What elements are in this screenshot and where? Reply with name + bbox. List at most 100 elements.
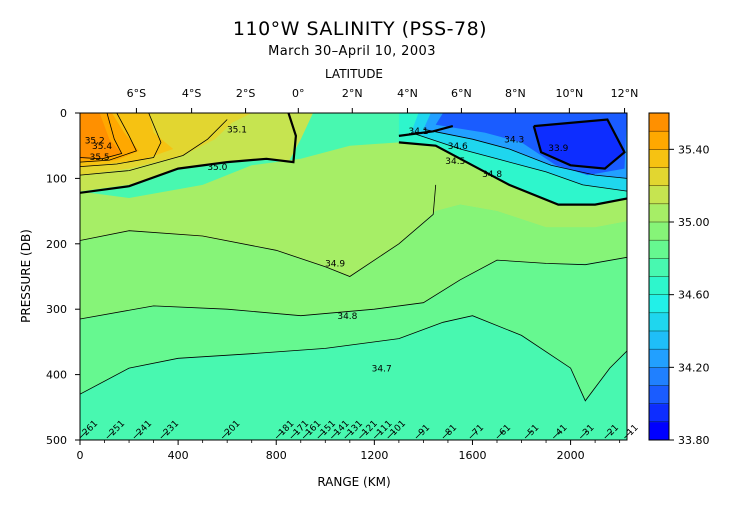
plot-frame <box>79 112 628 441</box>
contour-labels: 35.535.435.2 35.1 35.0 34.9 34.8 34.7 34.1 34.6… <box>85 126 569 375</box>
station-tick <box>106 430 115 439</box>
station-label: 11 <box>626 423 641 438</box>
latitude-tick-label: 12°N <box>611 87 639 100</box>
x-tick-label: 1600 <box>458 449 486 462</box>
colorbar-tick-label: 35.40 <box>678 143 710 156</box>
contour-label: 34.6 <box>448 142 468 152</box>
station-tick <box>133 430 142 439</box>
chart-subtitle: March 30–April 10, 2003 <box>268 44 436 59</box>
colorbar: 35.40 35.00 34.60 34.20 33.80 <box>648 112 710 447</box>
contour-label: 35.0 <box>207 163 227 173</box>
x-tick-label: 800 <box>266 449 287 462</box>
colorbar-swatch <box>649 240 669 259</box>
station-tick <box>553 430 561 439</box>
contour-line-34-8 <box>80 315 627 402</box>
contour-line-35-3 <box>80 113 162 167</box>
contour-line-35-1 <box>80 113 298 194</box>
x-tick-label: 0 <box>77 449 84 462</box>
colorbar-frame <box>648 112 670 441</box>
colorbar-swatch <box>649 349 669 368</box>
contour-label: 34.7 <box>372 364 392 374</box>
latitude-tick-label: 4°S <box>182 87 201 100</box>
contour-line-35-2 <box>80 119 228 176</box>
station-tick <box>604 430 613 439</box>
colorbar-tick-label: 33.80 <box>678 434 710 447</box>
latitude-tick-label: 0° <box>292 87 305 100</box>
colorbar-tick-label: 35.00 <box>678 216 710 229</box>
station-tick <box>79 430 88 439</box>
station-tick <box>160 430 169 439</box>
contour-label: 34.1 <box>408 127 428 137</box>
colorbar-swatch <box>649 403 669 423</box>
station-tick <box>524 430 533 439</box>
station-tick <box>344 430 353 439</box>
contour-label: 35.4 <box>92 142 112 152</box>
y-tick-label: 100 <box>46 172 67 185</box>
colorbar-swatch <box>649 276 669 296</box>
y-tick-label: 300 <box>46 303 67 316</box>
colorbar-swatch <box>649 367 669 386</box>
contour-line-34-2 <box>423 128 627 179</box>
station-tick <box>359 430 367 439</box>
y-tick-label: 500 <box>46 434 67 447</box>
latitude-tick-label: 10°N <box>555 87 583 100</box>
colorbar-tick-label: 34.60 <box>678 289 710 302</box>
colorbar-swatch <box>649 294 669 314</box>
station-tick <box>275 430 284 439</box>
latitude-axis: 6°S 4°S 2°S 0° 2°N 4°N 6°N 8°N 10°N 12°N <box>127 87 639 113</box>
contour-label: 35.5 <box>90 153 110 163</box>
station-tick <box>415 430 424 439</box>
colorbar-swatch <box>649 312 669 332</box>
contour-label: 35.1 <box>227 126 247 136</box>
station-tick <box>221 430 230 439</box>
contour-line-35-5 <box>80 113 123 160</box>
station-tick <box>580 430 588 439</box>
station-tick <box>331 430 339 439</box>
salinity-field-34-8 <box>80 257 627 401</box>
station-tick <box>373 430 382 439</box>
salinity-field-34-7 <box>80 315 627 440</box>
station-tick <box>387 430 396 439</box>
latitude-tick-label: 6°N <box>451 87 472 100</box>
contour-line-35-0 <box>80 184 437 277</box>
contour-label: 34.3 <box>504 135 524 145</box>
latitude-tick-label: 8°N <box>505 87 526 100</box>
colorbar-swatch <box>649 149 669 168</box>
salinity-fill-layer <box>80 113 627 440</box>
x-axis: 0 400 800 1200 1600 2000 <box>77 440 621 462</box>
contour-line-34-9 <box>80 256 627 320</box>
top-axis-title: LATITUDE <box>325 67 383 81</box>
colorbar-swatch <box>649 222 669 241</box>
station-tick <box>302 430 311 439</box>
colorbar-swatch <box>649 113 669 132</box>
x-tick-label: 400 <box>168 449 189 462</box>
colorbar-swatch <box>649 421 669 441</box>
y-tick-label: 0 <box>60 107 67 120</box>
salinity-field-35-5 <box>80 113 122 159</box>
contour-label: 34.9 <box>325 260 345 270</box>
y-tick-label: 400 <box>46 369 67 382</box>
contour-label: 34.8 <box>337 312 357 322</box>
latitude-tick-label: 6°S <box>127 87 146 100</box>
contour-label: 35.2 <box>85 137 105 147</box>
colorbar-swatch <box>649 385 669 405</box>
contour-label: 34.5 <box>445 157 465 167</box>
latitude-tick-label: 4°N <box>397 87 418 100</box>
colorbar-swatch <box>649 131 669 150</box>
station-tick <box>317 430 326 439</box>
x-tick-label: 2000 <box>557 449 585 462</box>
station-tick <box>442 430 451 439</box>
colorbar-tick-label: 34.20 <box>678 361 710 374</box>
salinity-field-34-9 <box>80 204 627 319</box>
latitude-tick-label: 2°S <box>236 87 255 100</box>
y-axis-label: PRESSURE (DB) <box>19 229 33 323</box>
latitude-tick-label: 2°N <box>342 87 363 100</box>
station-tick <box>290 430 299 439</box>
station-markers: 261 251 241 231 201 1811711611511411311211111… <box>79 419 641 439</box>
contour-line-34-1 <box>398 125 454 137</box>
contour-label: 33.9 <box>548 144 568 154</box>
station-tick <box>624 430 632 439</box>
x-tick-label: 1200 <box>360 449 388 462</box>
station-tick <box>469 430 478 439</box>
